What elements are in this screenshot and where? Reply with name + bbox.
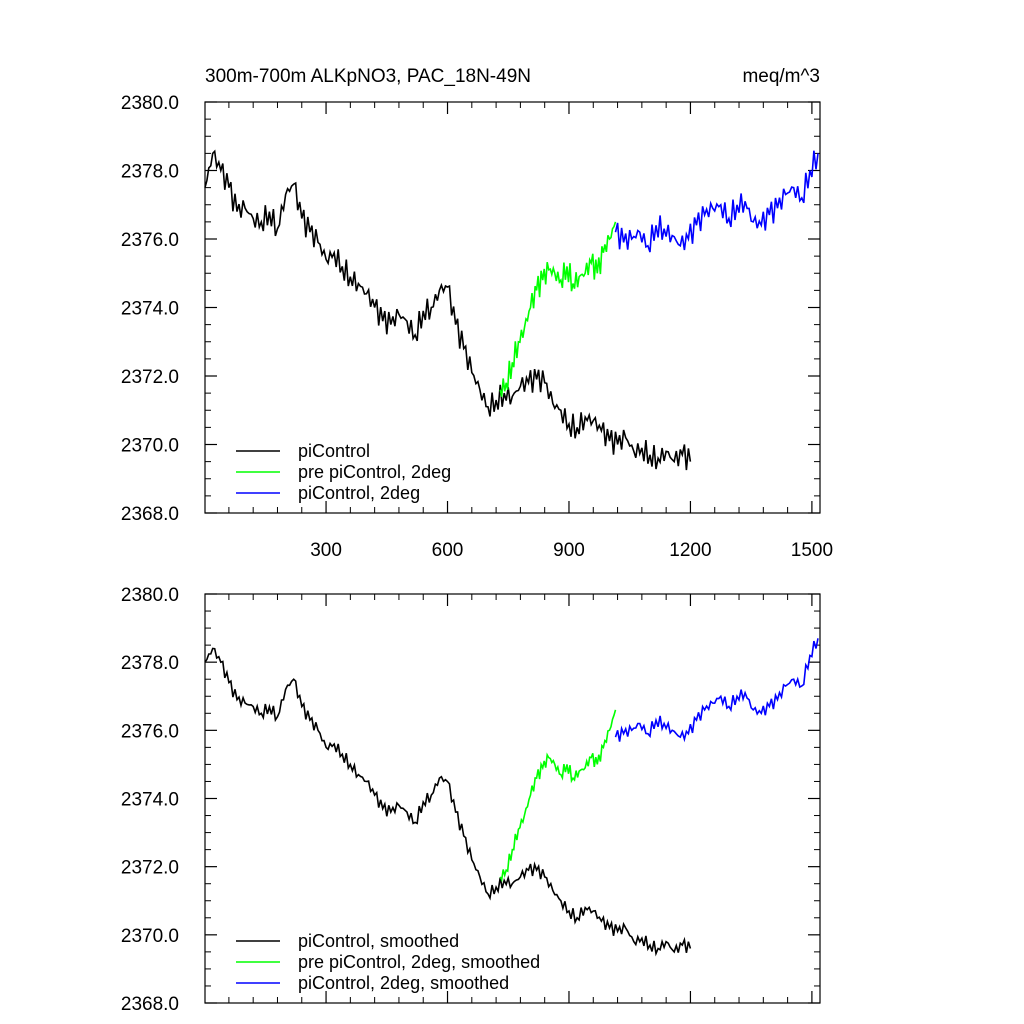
x-tick-label: 900 — [553, 540, 585, 561]
legend-label: piControl — [298, 441, 370, 461]
series-line-0 — [204, 647, 692, 957]
y-tick-label: 2372.0 — [121, 858, 179, 879]
y-tick-label: 2374.0 — [121, 790, 179, 811]
series-line-0 — [204, 149, 692, 471]
bottom-panel: 2368.0 2370.0 2372.0 2374.0 2376.0 2378.0 2380… — [121, 585, 821, 1015]
legend-label: piControl, smoothed — [298, 931, 459, 951]
y-tick-label: 2376.0 — [121, 721, 179, 742]
x-tick-label: 300 — [310, 540, 342, 561]
y-tick-label: 2372.0 — [121, 367, 179, 388]
series-line-1 — [499, 709, 617, 883]
legend-label: pre piControl, 2deg — [298, 462, 451, 482]
y-tick-label: 2374.0 — [121, 299, 179, 320]
y-tick-label: 2380.0 — [121, 585, 179, 606]
legend-label: piControl, 2deg, smoothed — [298, 973, 509, 993]
y-tick-label: 2368.0 — [121, 504, 179, 525]
series-line-1 — [499, 221, 617, 397]
y-tick-label: 2376.0 — [121, 230, 179, 251]
series-line-2 — [614, 638, 819, 743]
series-line-2 — [614, 150, 819, 253]
x-tick-label: 1500 — [791, 540, 833, 561]
units-label: meq/m^3 — [742, 66, 820, 87]
legend-label: piControl, 2deg — [298, 483, 420, 503]
y-tick-label: 2368.0 — [121, 994, 179, 1015]
y-tick-label: 2370.0 — [121, 436, 179, 457]
x-tick-label: 600 — [432, 540, 464, 561]
y-tick-label: 2378.0 — [121, 653, 179, 674]
top-panel: 2368.0 2370.0 2372.0 2374.0 2376.0 2378.0 2380… — [121, 93, 833, 561]
x-tick-label: 1200 — [669, 540, 711, 561]
y-tick-label: 2378.0 — [121, 162, 179, 183]
y-tick-label: 2370.0 — [121, 926, 179, 947]
legend-label: pre piControl, 2deg, smoothed — [298, 952, 540, 972]
y-tick-label: 2380.0 — [121, 93, 179, 114]
chart-title: 300m-700m ALKpNO3, PAC_18N-49N — [205, 66, 531, 87]
